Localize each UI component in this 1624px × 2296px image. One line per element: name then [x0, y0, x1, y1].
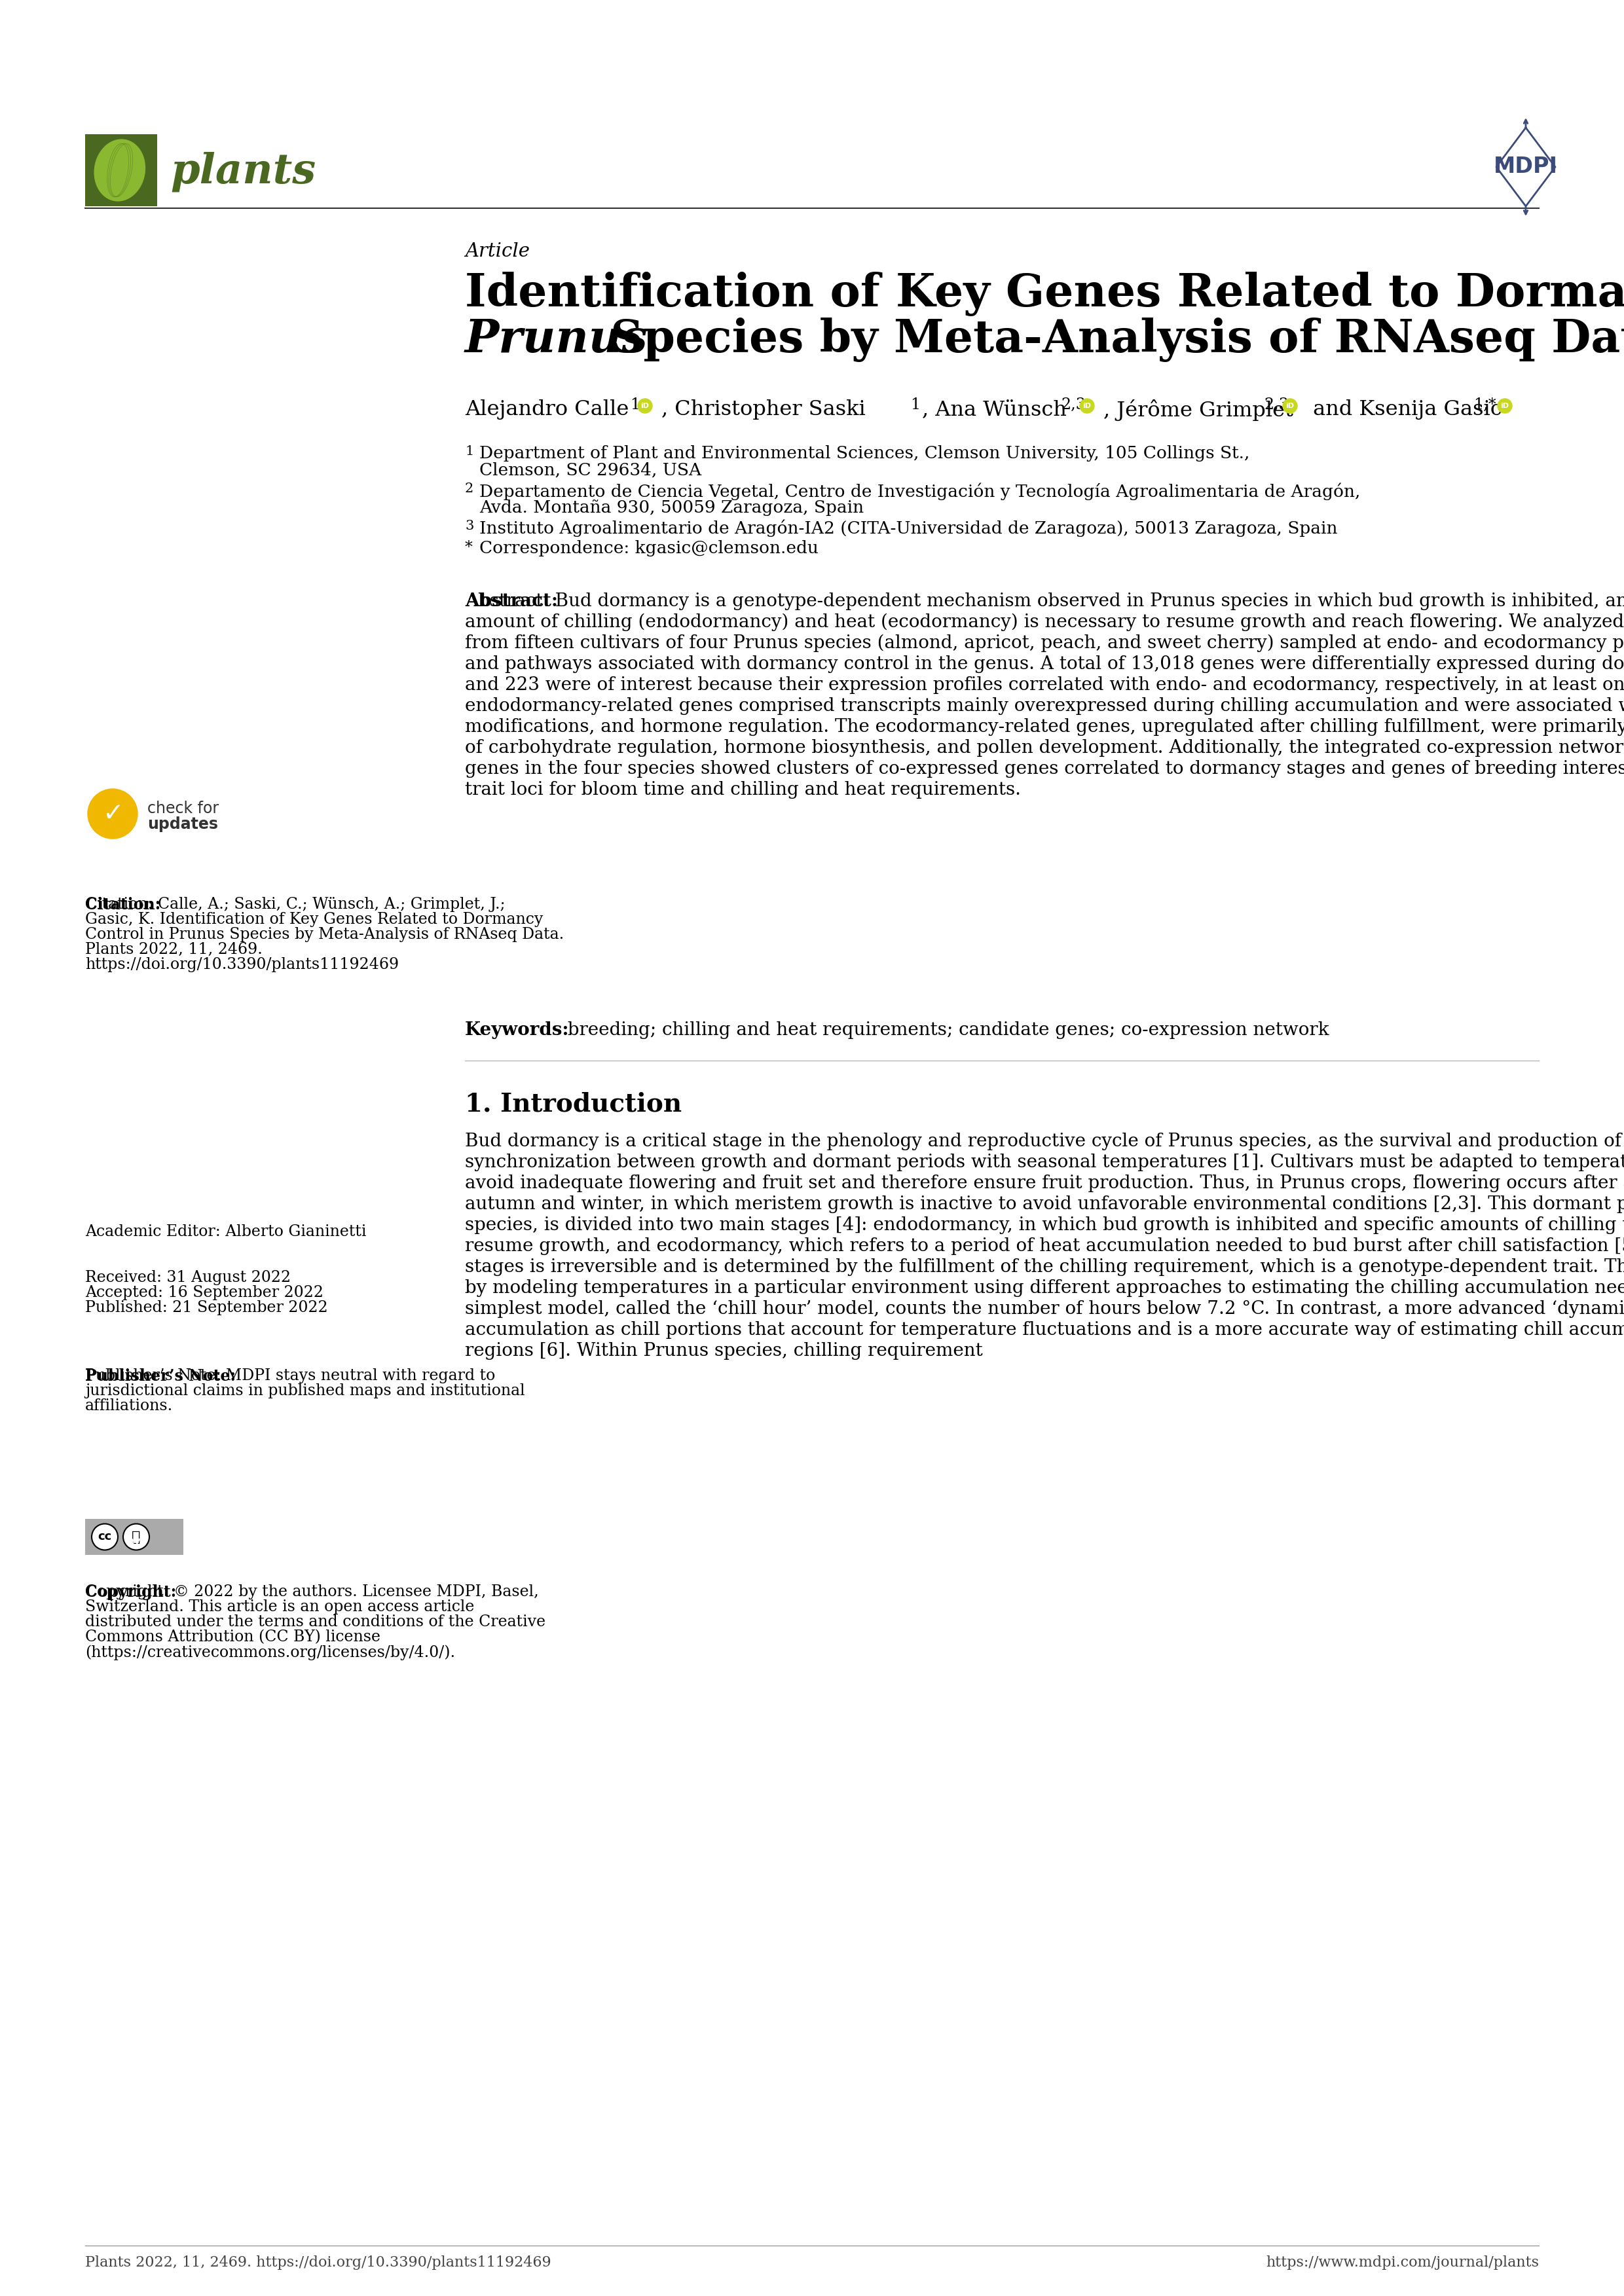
- Text: modifications, and hormone regulation. The ecodormancy-related genes, upregulate: modifications, and hormone regulation. T…: [464, 719, 1624, 737]
- Text: Instituto Agroalimentario de Aragón-IA2 (CITA-Universidad de Zaragoza), 50013 Za: Instituto Agroalimentario de Aragón-IA2 …: [479, 519, 1338, 537]
- Text: synchronization between growth and dormant periods with seasonal temperatures [1: synchronization between growth and dorma…: [464, 1153, 1624, 1171]
- Text: Published: 21 September 2022: Published: 21 September 2022: [84, 1300, 328, 1316]
- Text: and 223 were of interest because their expression profiles correlated with endo-: and 223 were of interest because their e…: [464, 677, 1624, 693]
- Text: Accepted: 16 September 2022: Accepted: 16 September 2022: [84, 1286, 323, 1300]
- Text: Clemson, SC 29634, USA: Clemson, SC 29634, USA: [479, 461, 702, 478]
- Text: 1. Introduction: 1. Introduction: [464, 1093, 682, 1116]
- Text: endodormancy-related genes comprised transcripts mainly overexpressed during chi: endodormancy-related genes comprised tra…: [464, 698, 1624, 714]
- Text: iD: iD: [641, 402, 650, 409]
- Text: regions [6]. Within Prunus species, chilling requirement: regions [6]. Within Prunus species, chil…: [464, 1343, 983, 1359]
- Text: from fifteen cultivars of four Prunus species (almond, apricot, peach, and sweet: from fifteen cultivars of four Prunus sp…: [464, 634, 1624, 652]
- Circle shape: [1497, 400, 1512, 413]
- Text: of carbohydrate regulation, hormone biosynthesis, and pollen development. Additi: of carbohydrate regulation, hormone bios…: [464, 739, 1624, 758]
- Text: amount of chilling (endodormancy) and heat (ecodormancy) is necessary to resume : amount of chilling (endodormancy) and he…: [464, 613, 1624, 631]
- Text: genes in the four species showed clusters of co-expressed genes correlated to do: genes in the four species showed cluster…: [464, 760, 1624, 778]
- Text: 1,*: 1,*: [1473, 397, 1496, 413]
- Text: iD: iD: [1501, 402, 1509, 409]
- Text: Identification of Key Genes Related to Dormancy Control in: Identification of Key Genes Related to D…: [464, 271, 1624, 317]
- Text: *: *: [464, 540, 473, 556]
- Text: BY: BY: [127, 1538, 141, 1548]
- Text: Control in Prunus Species by Meta-Analysis of RNAseq Data.: Control in Prunus Species by Meta-Analys…: [84, 928, 564, 941]
- Text: 3: 3: [464, 519, 474, 533]
- Text: iD: iD: [1083, 402, 1091, 409]
- Text: 1: 1: [464, 445, 474, 457]
- Circle shape: [91, 1525, 119, 1550]
- Text: plants: plants: [171, 152, 315, 193]
- Text: and Ksenija Gasic: and Ksenija Gasic: [1306, 400, 1509, 420]
- Text: , Ana Wünsch: , Ana Wünsch: [922, 400, 1073, 420]
- Text: and pathways associated with dormancy control in the genus. A total of 13,018 ge: and pathways associated with dormancy co…: [464, 654, 1624, 673]
- Text: Alejandro Calle: Alejandro Calle: [464, 400, 635, 420]
- Text: Switzerland. This article is an open access article: Switzerland. This article is an open acc…: [84, 1600, 474, 1614]
- Text: 2,3: 2,3: [1060, 397, 1085, 413]
- Text: 1: 1: [630, 397, 640, 413]
- Ellipse shape: [94, 138, 146, 202]
- Text: stages is irreversible and is determined by the fulfillment of the chilling requ: stages is irreversible and is determined…: [464, 1258, 1624, 1277]
- Text: Prunus: Prunus: [464, 317, 648, 363]
- Text: Species by Meta-Analysis of RNAseq Data: Species by Meta-Analysis of RNAseq Data: [594, 317, 1624, 363]
- Circle shape: [1080, 400, 1095, 413]
- Text: resume growth, and ecodormancy, which refers to a period of heat accumulation ne: resume growth, and ecodormancy, which re…: [464, 1238, 1624, 1256]
- Text: Article: Article: [464, 243, 529, 259]
- Text: Plants 2022, 11, 2469. https://doi.org/10.3390/plants11192469: Plants 2022, 11, 2469. https://doi.org/1…: [84, 2255, 551, 2271]
- Text: breeding; chilling and heat requirements; candidate genes; co-expression network: breeding; chilling and heat requirements…: [562, 1022, 1328, 1040]
- Circle shape: [1283, 400, 1298, 413]
- Text: check for: check for: [148, 801, 219, 817]
- Text: https://www.mdpi.com/journal/plants: https://www.mdpi.com/journal/plants: [1265, 2255, 1540, 2271]
- Text: Citation: Calle, A.; Saski, C.; Wünsch, A.; Grimplet, J.;: Citation: Calle, A.; Saski, C.; Wünsch, …: [84, 898, 505, 912]
- Circle shape: [123, 1525, 149, 1550]
- Text: 2,3: 2,3: [1263, 397, 1288, 413]
- Text: 1: 1: [909, 397, 921, 413]
- Text: Publisher’s Note:: Publisher’s Note:: [84, 1368, 235, 1384]
- Text: MDPI: MDPI: [1494, 156, 1557, 177]
- Text: jurisdictional claims in published maps and institutional: jurisdictional claims in published maps …: [84, 1384, 525, 1398]
- Text: trait loci for bloom time and chilling and heat requirements.: trait loci for bloom time and chilling a…: [464, 781, 1021, 799]
- Text: distributed under the terms and conditions of the Creative: distributed under the terms and conditio…: [84, 1614, 546, 1630]
- Text: updates: updates: [148, 817, 218, 831]
- Text: species, is divided into two main stages [4]: endodormancy, in which bud growth : species, is divided into two main stages…: [464, 1217, 1624, 1233]
- Text: Copyright:: Copyright:: [84, 1584, 177, 1600]
- Text: Gasic, K. Identification of Key Genes Related to Dormancy: Gasic, K. Identification of Key Genes Re…: [84, 912, 542, 928]
- Text: Department of Plant and Environmental Sciences, Clemson University, 105 Collings: Department of Plant and Environmental Sc…: [479, 445, 1250, 461]
- Text: , Christopher Saski: , Christopher Saski: [661, 400, 872, 420]
- Text: , Jérôme Grimplet: , Jérôme Grimplet: [1103, 400, 1299, 420]
- Text: Plants 2022, 11, 2469.: Plants 2022, 11, 2469.: [84, 941, 263, 957]
- Text: 2: 2: [464, 482, 474, 496]
- Bar: [84, 133, 158, 207]
- Text: Abstract: Bud dormancy is a genotype-dependent mechanism observed in Prunus spec: Abstract: Bud dormancy is a genotype-dep…: [464, 592, 1624, 611]
- Text: Keywords:: Keywords:: [464, 1022, 570, 1040]
- Text: iD: iD: [1286, 402, 1294, 409]
- Text: ⓘ: ⓘ: [132, 1531, 141, 1543]
- Text: Academic Editor: Alberto Gianinetti: Academic Editor: Alberto Gianinetti: [84, 1224, 367, 1240]
- Text: Received: 31 August 2022: Received: 31 August 2022: [84, 1270, 291, 1286]
- Text: by modeling temperatures in a particular environment using different approaches : by modeling temperatures in a particular…: [464, 1279, 1624, 1297]
- Text: Departamento de Ciencia Vegetal, Centro de Investigación y Tecnología Agroalimen: Departamento de Ciencia Vegetal, Centro …: [479, 482, 1361, 501]
- Text: Abstract:: Abstract:: [464, 592, 559, 611]
- Text: (https://creativecommons.org/licenses/by/4.0/).: (https://creativecommons.org/licenses/by…: [84, 1644, 455, 1660]
- Circle shape: [88, 790, 138, 838]
- Text: Avda. Montaña 930, 50059 Zaragoza, Spain: Avda. Montaña 930, 50059 Zaragoza, Spain: [479, 501, 864, 517]
- Text: cc: cc: [97, 1531, 112, 1543]
- Text: Commons Attribution (CC BY) license: Commons Attribution (CC BY) license: [84, 1630, 380, 1644]
- Text: https://doi.org/10.3390/plants11192469: https://doi.org/10.3390/plants11192469: [84, 957, 400, 971]
- Text: Bud dormancy is a critical stage in the phenology and reproductive cycle of Prun: Bud dormancy is a critical stage in the …: [464, 1132, 1624, 1150]
- Text: simplest model, called the ‘chill hour’ model, counts the number of hours below : simplest model, called the ‘chill hour’ …: [464, 1300, 1624, 1318]
- Text: Correspondence: kgasic@clemson.edu: Correspondence: kgasic@clemson.edu: [479, 540, 818, 556]
- Text: Publisher’s Note: MDPI stays neutral with regard to: Publisher’s Note: MDPI stays neutral wit…: [84, 1368, 495, 1384]
- Bar: [84, 1520, 184, 1554]
- Text: autumn and winter, in which meristem growth is inactive to avoid unfavorable env: autumn and winter, in which meristem gro…: [464, 1196, 1624, 1212]
- Text: Citation:: Citation:: [84, 898, 161, 912]
- Text: avoid inadequate flowering and fruit set and therefore ensure fruit production. : avoid inadequate flowering and fruit set…: [464, 1176, 1624, 1192]
- Circle shape: [638, 400, 653, 413]
- Text: Copyright: © 2022 by the authors. Licensee MDPI, Basel,: Copyright: © 2022 by the authors. Licens…: [84, 1584, 539, 1600]
- Text: affiliations.: affiliations.: [84, 1398, 174, 1414]
- Text: accumulation as chill portions that account for temperature fluctuations and is : accumulation as chill portions that acco…: [464, 1320, 1624, 1339]
- Text: ✓: ✓: [102, 801, 123, 827]
